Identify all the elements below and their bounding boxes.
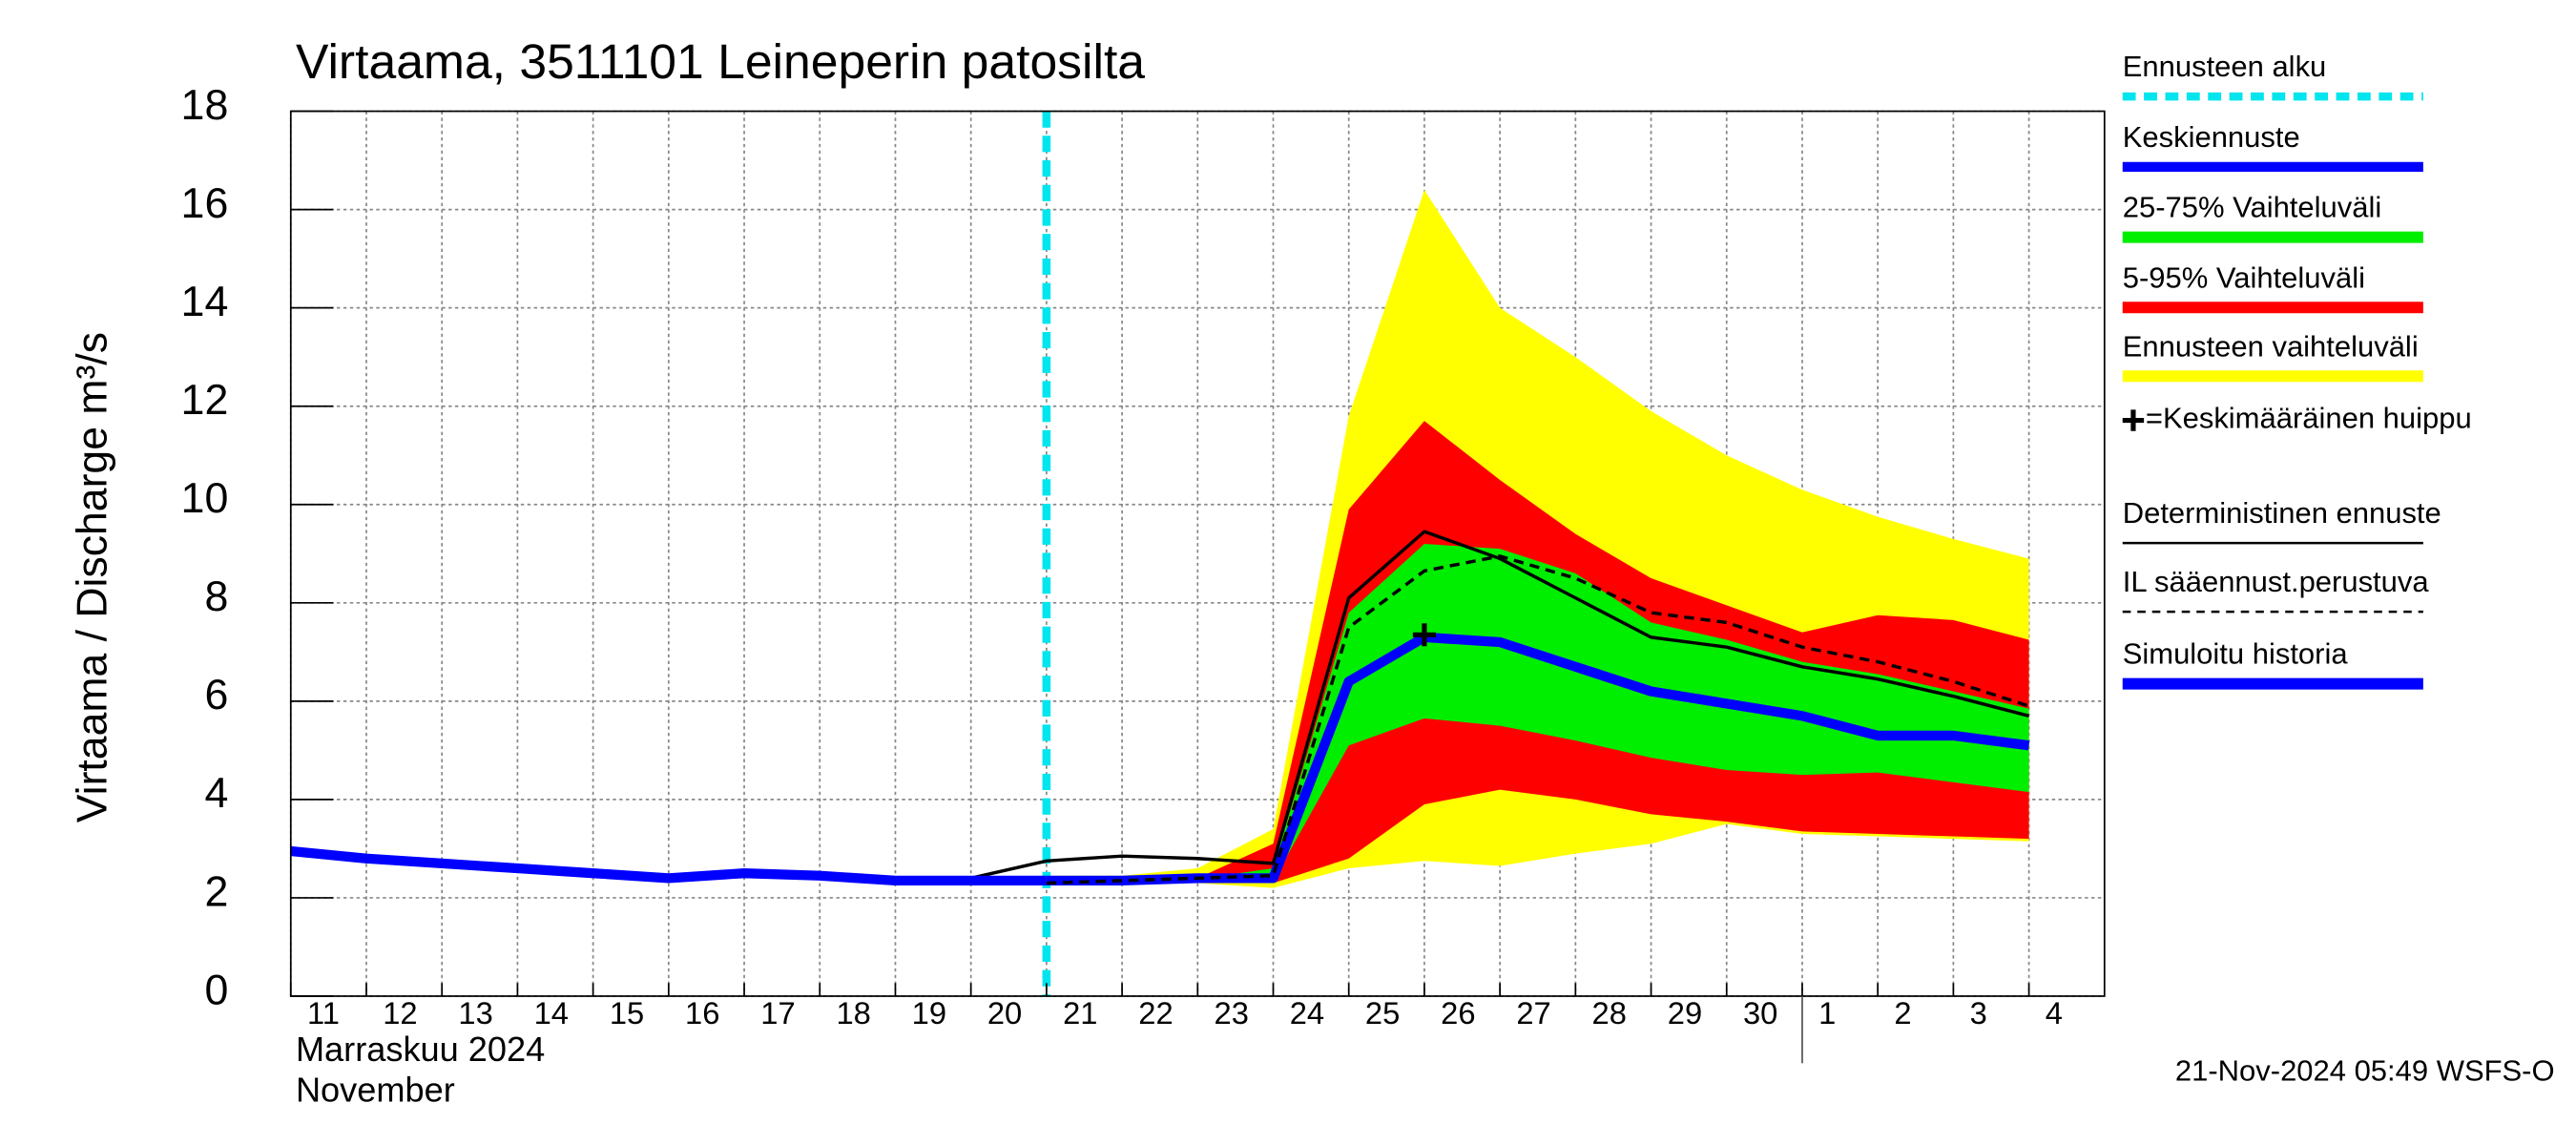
x-tick-label: 4 xyxy=(2046,995,2063,1030)
y-tick-label: 10 xyxy=(181,475,229,522)
y-tick-label: 2 xyxy=(204,868,228,915)
x-tick-label: 23 xyxy=(1215,995,1249,1030)
x-tick-label: 29 xyxy=(1668,995,1702,1030)
y-axis-label: Virtaama / Discharge m³/s xyxy=(70,332,116,822)
y-tick-label: 18 xyxy=(181,82,229,129)
x-tick-label: 14 xyxy=(534,995,569,1030)
y-tick-label: 16 xyxy=(181,180,229,227)
x-tick-label: 19 xyxy=(912,995,946,1030)
timestamp: 21-Nov-2024 05:49 WSFS-O xyxy=(2175,1054,2555,1088)
y-tick-label: 14 xyxy=(181,279,229,325)
legend-label: Deterministinen ennuste xyxy=(2123,496,2441,530)
legend-label: Ennusteen alku xyxy=(2123,50,2327,83)
x-tick-label: 28 xyxy=(1592,995,1627,1030)
chart-title: Virtaama, 3511101 Leineperin patosilta xyxy=(296,33,1145,89)
series-line xyxy=(970,530,2030,881)
x-tick-label: 15 xyxy=(610,995,644,1030)
x-tick-label: 13 xyxy=(458,995,492,1030)
x-tick-label: 24 xyxy=(1290,995,1324,1030)
legend-label: 25-75% Vaihteluväli xyxy=(2123,191,2381,224)
series-line xyxy=(1046,554,2030,885)
x-tick-label: 25 xyxy=(1365,995,1400,1030)
x-tick-label: 11 xyxy=(307,995,340,1030)
x-tick-label: 21 xyxy=(1063,995,1097,1030)
legend-label: 5-95% Vaihteluväli xyxy=(2123,260,2365,294)
x-tick-label: 27 xyxy=(1516,995,1550,1030)
legend-label: Simuloitu historia xyxy=(2123,637,2349,671)
x-tick-label: 20 xyxy=(987,995,1022,1030)
y-tick-label: 12 xyxy=(181,377,229,424)
x-tick-label: 3 xyxy=(1970,995,1987,1030)
legend-label: IL sääennust.perustuva xyxy=(2123,565,2430,598)
y-tick-label: 6 xyxy=(204,672,228,718)
peak-marker xyxy=(1412,623,1436,647)
legend-symbol xyxy=(2122,409,2145,431)
x-tick-label: 2 xyxy=(1894,995,1911,1030)
x-tick-label: 12 xyxy=(383,995,417,1030)
x-axis-label-fi: Marraskuu 2024 xyxy=(296,1030,545,1069)
band xyxy=(1046,543,2029,882)
x-tick-label: 26 xyxy=(1441,995,1475,1030)
legend-label: Ennusteen vaihteluväli xyxy=(2123,329,2419,363)
y-tick-label: 8 xyxy=(204,573,228,620)
plot-area xyxy=(289,110,2106,997)
x-tick-label: 22 xyxy=(1138,995,1173,1030)
series-line xyxy=(1046,632,2030,886)
y-tick-label: 0 xyxy=(204,967,228,1013)
x-tick-label: 1 xyxy=(1818,995,1836,1030)
x-tick-label: 18 xyxy=(836,995,870,1030)
legend-label: Keskiennuste xyxy=(2123,120,2300,154)
x-tick-label: 16 xyxy=(685,995,719,1030)
x-axis-label-en: November xyxy=(296,1071,455,1110)
x-tick-label: 17 xyxy=(760,995,795,1030)
series-line xyxy=(290,845,1047,886)
legend-label: =Keskimääräinen huippu xyxy=(2146,402,2472,435)
x-tick-label: 30 xyxy=(1743,995,1777,1030)
y-tick-label: 4 xyxy=(204,770,228,817)
